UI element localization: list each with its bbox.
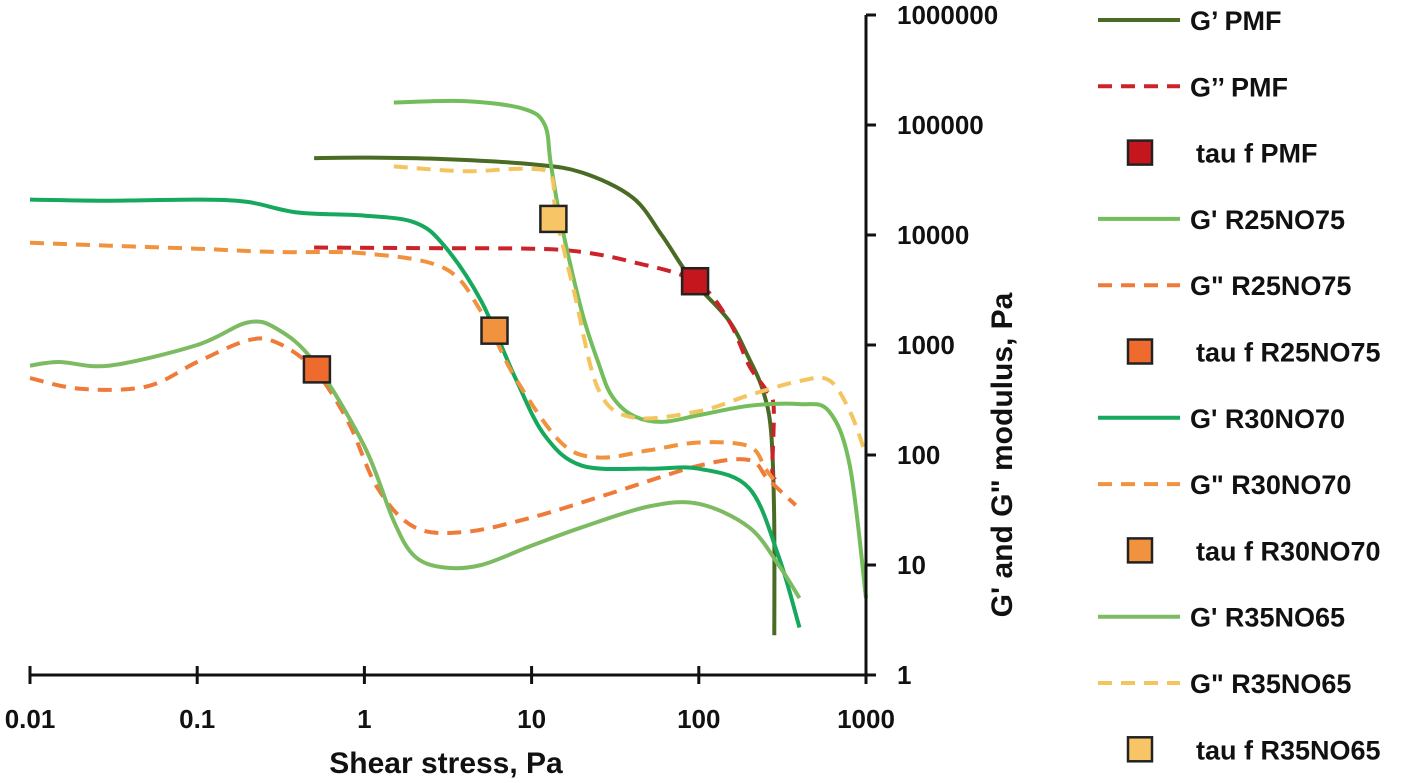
legend-swatch-tau-f-pmf: [1126, 139, 1154, 166]
x-tick-label: 1: [357, 704, 371, 734]
y-axis-title: G' and G" modulus, Pa: [986, 292, 1019, 617]
series-line-g-pmf: [314, 155, 777, 636]
y-tick-label: 10000: [897, 220, 969, 250]
marker-tau-f-r35no65: [539, 204, 568, 234]
marker-tau-f-r30no70: [480, 316, 509, 345]
legend-swatch-tau-f-r35no65: [1126, 736, 1154, 763]
legend-label-tau-f-r30no70: tau f R30NO70: [1196, 536, 1381, 566]
y-tick-label: 1000: [897, 330, 955, 360]
legend-swatch-tau-f-r25no75: [1126, 338, 1154, 365]
y-tick-label: 1: [897, 660, 911, 690]
legend-label-tau-f-r35no65: tau f R35NO65: [1196, 735, 1381, 765]
legend-label-g-r30no70: G' R30NO70: [1190, 404, 1345, 434]
legend-label-g-r30no70: G" R30NO70: [1190, 470, 1351, 500]
series-line-g-r25no75: [393, 98, 868, 599]
plot-series: [29, 98, 868, 636]
series-line-g-r30no70: [29, 197, 802, 629]
y-tick-label: 100000: [897, 110, 984, 140]
legend-label-g-r25no75: G' R25NO75: [1190, 205, 1345, 235]
legend-label-tau-f-r25no75: tau f R25NO75: [1196, 338, 1381, 368]
plot-markers: [302, 204, 710, 384]
marker-tau-f-r25no75: [302, 355, 332, 384]
legend-label-tau-f-pmf: tau f PMF: [1196, 139, 1318, 169]
y-tick-label: 100: [897, 440, 940, 470]
legend-label-g-r35no65: G' R35NO65: [1190, 603, 1345, 633]
series-line-g-r25no75: [29, 336, 798, 536]
legend-label-g-pmf: G’’ PMF: [1190, 72, 1288, 102]
legend-label-g-r25no75: G" R25NO75: [1190, 271, 1351, 301]
series-line-g-r35no65: [29, 319, 802, 600]
legend: G’ PMF G’’ PMF tau f PMF G' R25NO75 G" R25NO…: [1098, 6, 1381, 765]
marker-tau-f-pmf: [680, 266, 710, 296]
series-line-g-r35no65: [393, 164, 868, 456]
x-axis: 0.01 0.1 1 10 100 1000: [5, 666, 895, 734]
x-tick-label: 100: [677, 704, 720, 734]
legend-swatch-tau-f-r30no70: [1126, 537, 1154, 564]
legend-label-g-r35no65: G" R35NO65: [1190, 669, 1351, 699]
x-axis-title: Shear stress, Pa: [329, 747, 563, 780]
y-tick-label: 1000000: [897, 0, 998, 30]
x-tick-label: 10: [517, 704, 546, 734]
y-tick-label: 10: [897, 550, 926, 580]
x-tick-label: 1000: [837, 704, 895, 734]
y-axis: 1 10 100 1000 10000 100000 1000000: [864, 0, 998, 690]
x-tick-label: 0.1: [179, 704, 215, 734]
legend-label-g-pmf: G’ PMF: [1190, 6, 1282, 36]
x-tick-label: 0.01: [5, 704, 56, 734]
